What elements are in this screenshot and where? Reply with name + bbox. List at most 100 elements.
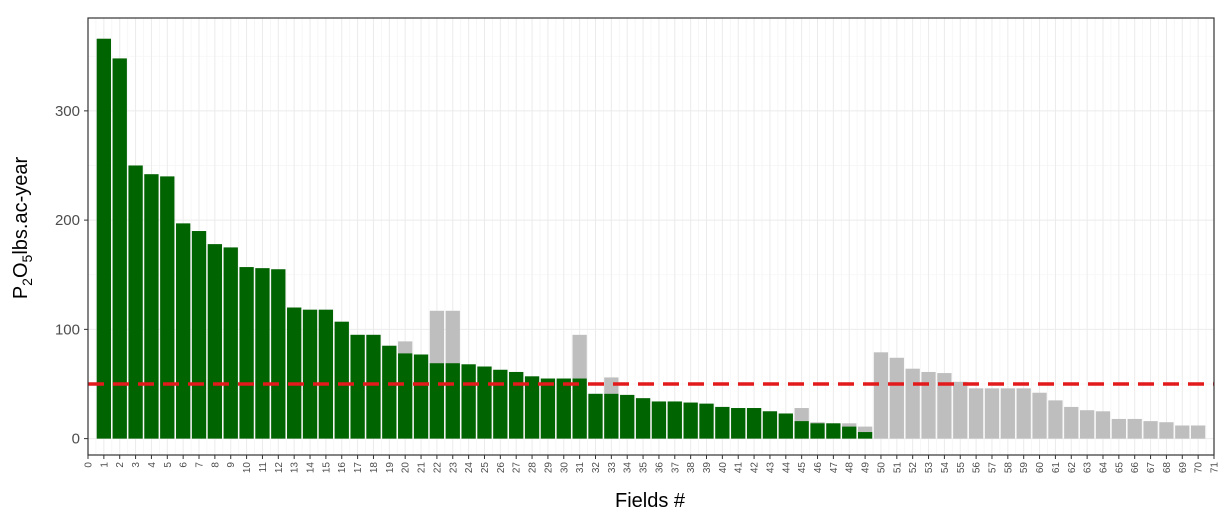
bar-green-field-5 — [160, 176, 175, 439]
bar-green-field-1 — [96, 38, 111, 439]
bar-green-field-34 — [620, 394, 635, 439]
x-tick-label: 23 — [448, 462, 459, 474]
bar-grey-field-63 — [1079, 410, 1095, 439]
x-tick-label: 65 — [1114, 462, 1125, 474]
bar-green-field-44 — [778, 413, 793, 439]
bar-green-field-8 — [207, 244, 223, 439]
bar-grey-field-53 — [921, 371, 936, 439]
x-tick-label: 47 — [829, 462, 840, 474]
x-tick-label: 6 — [179, 462, 190, 468]
x-tick-label: 45 — [797, 462, 808, 474]
x-tick-label: 51 — [892, 462, 903, 474]
x-tick-label: 43 — [765, 462, 776, 474]
x-tick-label: 37 — [670, 462, 681, 474]
bar-grey-field-58 — [1000, 388, 1015, 439]
x-axis: 0 1 2 3 4 5 6 7 8 9 10 11 12 13 14 15 16 17 18 19 20 21 22 23 24… — [84, 455, 1221, 473]
bar-green-field-13 — [287, 307, 302, 439]
x-tick-label: 57 — [987, 462, 998, 474]
panel-border — [87, 17, 1215, 456]
bar-green-field-6 — [176, 223, 191, 439]
bar-grey-field-54 — [937, 373, 952, 439]
x-tick-label: 53 — [924, 462, 935, 474]
x-tick-label: 14 — [306, 462, 317, 474]
x-tick-label: 54 — [940, 462, 951, 474]
x-tick-label: 59 — [1019, 462, 1030, 474]
bar-green-field-32 — [588, 393, 603, 439]
x-tick-label: 29 — [543, 462, 554, 474]
x-tick-label: 20 — [401, 462, 412, 474]
bar-green-field-18 — [366, 334, 381, 439]
y-tick-label: 200 — [55, 212, 80, 229]
bar-green-field-40 — [715, 406, 730, 439]
bars — [96, 38, 1206, 439]
bar-green-field-31 — [572, 378, 587, 439]
bar-green-field-4 — [144, 174, 159, 439]
y-title-o: O — [10, 262, 32, 278]
x-tick-label: 68 — [1162, 462, 1173, 474]
bar-green-field-36 — [651, 401, 667, 439]
x-tick-label: 56 — [972, 462, 983, 474]
bar-grey-field-50 — [873, 352, 889, 439]
bar-green-field-29 — [540, 378, 556, 439]
bar-grey-field-67 — [1143, 421, 1158, 439]
x-tick-label: 40 — [718, 462, 729, 474]
x-tick-label: 2 — [115, 462, 126, 468]
x-tick-label: 63 — [1083, 462, 1094, 474]
bar-green-field-37 — [667, 401, 682, 439]
bar-green-field-22 — [429, 363, 445, 439]
bar-green-field-42 — [746, 408, 762, 439]
bar-grey-field-66 — [1127, 418, 1142, 439]
bar-green-field-12 — [271, 269, 286, 439]
bar-green-field-19 — [382, 345, 397, 439]
x-tick-label: 8 — [210, 462, 221, 468]
bar-green-field-27 — [509, 371, 524, 439]
bar-green-field-45 — [794, 421, 809, 439]
y-title-rest: lbs.ac-year — [10, 157, 32, 255]
x-tick-label: 19 — [385, 462, 396, 474]
bar-grey-field-55 — [953, 381, 968, 439]
y-tick-label: 0 — [72, 431, 80, 448]
bar-green-field-35 — [635, 398, 651, 439]
x-tick-label: 13 — [290, 462, 301, 474]
bar-green-field-47 — [826, 423, 841, 439]
bar-green-field-26 — [493, 369, 508, 439]
x-tick-label: 34 — [623, 462, 634, 474]
bar-green-field-30 — [556, 378, 571, 439]
bar-green-field-49 — [857, 432, 873, 439]
x-tick-label: 17 — [353, 462, 364, 474]
y-tick-label: 100 — [55, 321, 80, 338]
bar-green-field-10 — [239, 267, 254, 439]
x-tick-label: 22 — [432, 462, 443, 474]
x-tick-label: 0 — [84, 462, 95, 468]
y-axis: 0 100 200 300 — [55, 103, 88, 448]
x-tick-label: 69 — [1178, 462, 1189, 474]
bar-grey-field-70 — [1191, 425, 1206, 439]
bar-grey-field-68 — [1159, 422, 1174, 439]
x-tick-label: 52 — [908, 462, 919, 474]
x-tick-label: 58 — [1003, 462, 1014, 474]
bar-grey-field-60 — [1032, 392, 1047, 439]
x-tick-label: 66 — [1130, 462, 1141, 474]
x-tick-label: 71 — [1210, 462, 1221, 474]
bar-grey-field-62 — [1064, 406, 1079, 439]
bar-green-field-38 — [683, 402, 698, 439]
bar-green-field-41 — [731, 408, 746, 439]
x-tick-label: 33 — [607, 462, 618, 474]
x-tick-label: 31 — [575, 462, 586, 474]
bar-grey-field-59 — [1016, 388, 1031, 439]
x-tick-label: 39 — [702, 462, 713, 474]
bar-green-field-11 — [255, 268, 270, 439]
bar-green-field-9 — [223, 247, 238, 439]
bar-green-field-7 — [191, 231, 207, 439]
x-tick-label: 4 — [147, 462, 158, 468]
x-tick-label: 15 — [321, 462, 332, 474]
x-tick-label: 55 — [956, 462, 967, 474]
x-tick-label: 9 — [226, 462, 237, 468]
x-tick-label: 10 — [242, 462, 253, 474]
x-tick-label: 64 — [1098, 462, 1109, 474]
x-tick-label: 27 — [512, 462, 523, 474]
y-title-sub-5: 5 — [19, 254, 35, 262]
x-tick-label: 42 — [750, 462, 761, 474]
x-tick-label: 3 — [131, 462, 142, 468]
